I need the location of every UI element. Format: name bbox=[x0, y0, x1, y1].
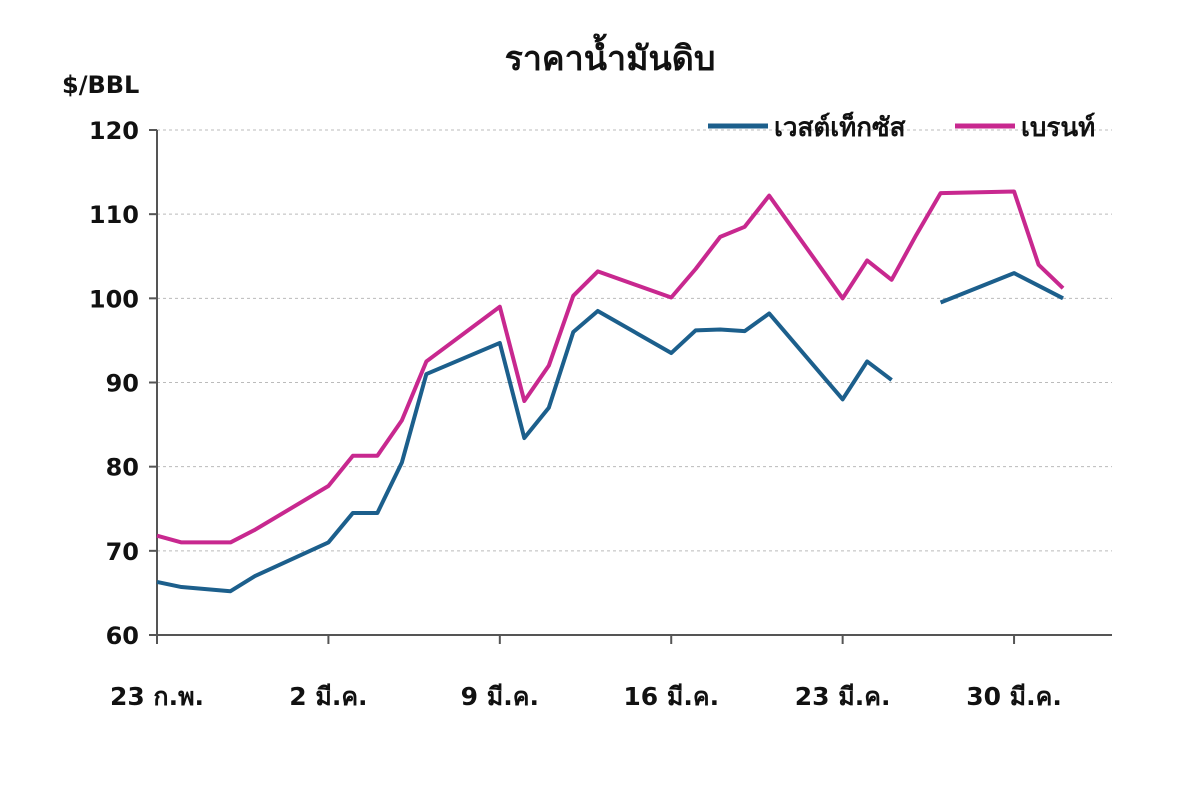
y-tick-label: 100 bbox=[89, 285, 139, 313]
y-tick-label: 110 bbox=[89, 201, 139, 229]
x-tick-label: 23 มี.ค. bbox=[795, 682, 891, 711]
y-tick-label: 120 bbox=[89, 117, 139, 145]
x-tick-label: 9 มี.ค. bbox=[461, 682, 539, 711]
series-line bbox=[939, 271, 1064, 305]
y-axis-label: $/BBL bbox=[62, 71, 139, 99]
x-tick-label: 30 มี.ค. bbox=[966, 682, 1062, 711]
x-tick-label: 23 ก.พ. bbox=[110, 682, 204, 711]
series-line bbox=[156, 189, 1065, 545]
y-tick-label: 80 bbox=[106, 454, 139, 482]
series-line bbox=[156, 308, 893, 594]
y-tick-label: 60 bbox=[106, 622, 139, 650]
legend-label: เวสต์เท็กซัส bbox=[774, 111, 906, 143]
y-tick-label: 70 bbox=[106, 538, 139, 566]
x-tick-label: 16 มี.ค. bbox=[623, 682, 719, 711]
y-tick-label: 90 bbox=[106, 370, 139, 398]
chart-title: ราคาน้ำมันดิบ bbox=[505, 33, 716, 79]
x-tick-label: 2 มี.ค. bbox=[289, 682, 367, 711]
legend-label: เบรนท์ bbox=[1021, 112, 1095, 143]
